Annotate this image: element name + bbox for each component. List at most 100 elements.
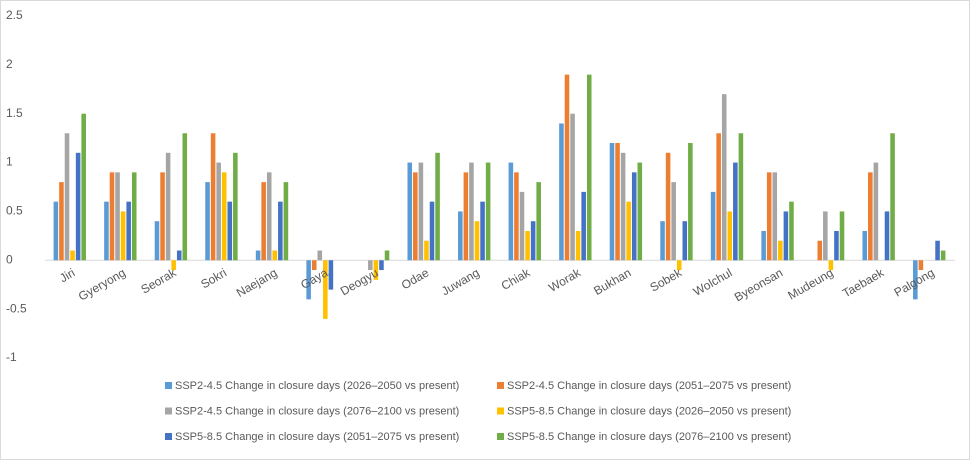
bar — [823, 211, 828, 261]
bar — [384, 250, 390, 261]
y-tick-label: 2.5 — [6, 8, 23, 22]
bar — [913, 260, 918, 300]
bar — [682, 221, 688, 261]
bar — [109, 172, 115, 261]
bar — [778, 240, 783, 261]
bar — [733, 162, 738, 261]
bar — [839, 211, 845, 261]
bar — [176, 250, 182, 261]
bar — [710, 191, 716, 261]
bar — [435, 152, 440, 261]
bar — [721, 94, 727, 261]
bar — [620, 152, 626, 261]
bar — [407, 162, 413, 261]
bar — [205, 182, 210, 261]
bar — [261, 182, 266, 261]
bar — [328, 260, 334, 290]
bar — [413, 172, 418, 261]
y-tick-label: 0 — [6, 252, 13, 266]
bar — [373, 260, 379, 280]
bar — [935, 240, 940, 261]
bar — [323, 260, 328, 319]
bar — [379, 260, 384, 271]
bar — [868, 172, 873, 261]
bar — [766, 172, 772, 261]
legend-swatch — [165, 407, 172, 415]
legend-label: SSP5-8.5 Change in closure days (2076–21… — [507, 431, 791, 443]
bar — [64, 133, 70, 261]
legend-label: SSP2-4.5 Change in closure days (2051–20… — [507, 380, 791, 392]
legend-label: SSP5-8.5 Change in closure days (2051–20… — [175, 431, 459, 443]
legend-swatch — [165, 433, 172, 440]
bar — [210, 133, 216, 261]
bar — [182, 133, 188, 261]
bar — [311, 260, 317, 271]
bar — [53, 201, 59, 261]
bar — [126, 201, 131, 261]
bar — [761, 230, 766, 261]
bar — [727, 211, 733, 261]
bar — [570, 113, 575, 261]
bar — [716, 133, 721, 261]
bar — [165, 152, 171, 261]
bar — [772, 172, 778, 261]
legend-swatch — [497, 407, 504, 415]
legend-swatch — [497, 433, 504, 440]
bar — [233, 152, 238, 261]
bar — [525, 230, 530, 261]
bar — [469, 162, 474, 261]
y-tick-label: 1.5 — [6, 106, 23, 120]
bar — [508, 162, 514, 261]
bar — [104, 201, 109, 261]
bar — [817, 240, 823, 261]
bar — [474, 221, 480, 261]
bar — [637, 162, 643, 261]
bar — [463, 172, 469, 261]
bar — [862, 230, 868, 261]
bar — [536, 182, 541, 261]
bar — [665, 152, 671, 261]
bar — [418, 162, 424, 261]
bar — [485, 162, 491, 261]
bar — [171, 260, 176, 271]
bar — [429, 201, 435, 261]
bar — [789, 201, 794, 261]
bar — [884, 211, 890, 261]
y-tick-label: 1 — [6, 155, 13, 169]
bar — [688, 143, 693, 261]
bar — [81, 113, 86, 261]
bar — [615, 143, 620, 261]
bar — [918, 260, 924, 271]
bar — [519, 191, 525, 261]
bar — [828, 260, 834, 271]
bar — [255, 250, 261, 261]
bar — [671, 182, 676, 261]
bar — [660, 221, 665, 261]
bar — [514, 172, 519, 261]
legend-swatch — [165, 382, 172, 389]
bar — [676, 260, 682, 271]
y-tick-label: -1 — [6, 350, 17, 364]
bar — [70, 250, 75, 261]
bar — [306, 260, 311, 300]
y-tick-label: 0.5 — [6, 204, 23, 218]
bar — [154, 221, 160, 261]
bar — [278, 201, 283, 261]
legend-label: SSP5-8.5 Change in closure days (2026–20… — [507, 405, 791, 417]
bar — [131, 172, 137, 261]
bar — [160, 172, 165, 261]
bar — [586, 74, 592, 261]
bar — [480, 201, 485, 261]
bar — [115, 172, 120, 261]
bar — [120, 211, 126, 261]
bar — [272, 250, 278, 261]
bar — [424, 240, 429, 261]
bar — [873, 162, 879, 261]
bar — [564, 74, 570, 261]
bar — [530, 221, 536, 261]
y-tick-label: -0.5 — [6, 301, 27, 315]
bar — [317, 250, 323, 261]
bar — [783, 211, 789, 261]
